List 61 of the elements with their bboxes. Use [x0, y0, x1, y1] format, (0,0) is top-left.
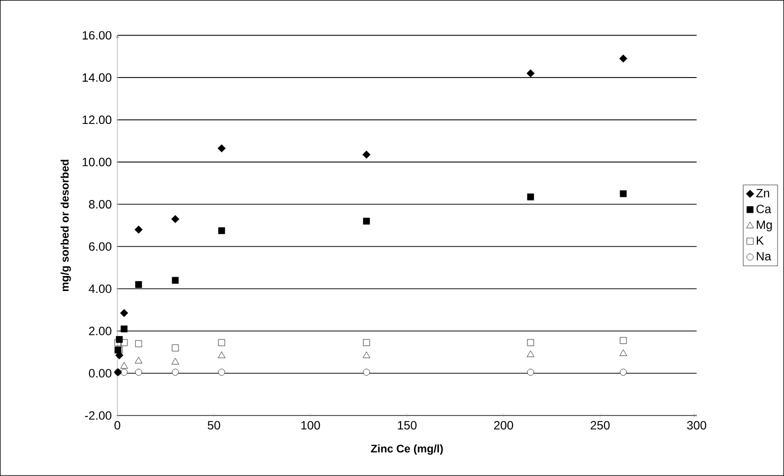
y-tick-label: 6.00 [89, 242, 112, 251]
point [363, 218, 370, 225]
point [120, 326, 128, 332]
point [218, 339, 226, 346]
point [134, 356, 142, 364]
y-axis-title: mg/g sorbed or desorbed [60, 160, 71, 292]
point [172, 344, 179, 352]
point [172, 368, 179, 376]
point [218, 227, 226, 234]
point [363, 339, 370, 346]
x-tick-label: 0 [114, 421, 120, 430]
y-tick-label: 8.00 [88, 200, 112, 209]
point [620, 350, 627, 356]
x-tick-label: 100 [301, 421, 320, 430]
point [527, 194, 534, 200]
point [218, 368, 226, 376]
y-tick-label: 16.00 [82, 31, 112, 40]
point [172, 276, 179, 284]
point [620, 190, 627, 198]
point [218, 144, 226, 152]
y-tick-label: 12.00 [82, 116, 112, 124]
point [527, 339, 534, 346]
point [527, 368, 534, 376]
y-tick-label: 2.00 [89, 326, 112, 336]
legend-label: Mg [756, 220, 772, 232]
x-tick-label: 150 [398, 421, 417, 430]
point [362, 150, 371, 159]
point [620, 368, 627, 376]
point [116, 336, 123, 343]
x-tick-label: 200 [494, 421, 514, 430]
point [362, 352, 370, 358]
point [120, 368, 128, 376]
point [120, 362, 128, 369]
y-tick-label: 4.00 [88, 284, 112, 294]
y-tick-label: 10.00 [82, 158, 112, 166]
point [363, 368, 370, 376]
point [172, 358, 180, 364]
y-tick-label: 14.00 [82, 73, 112, 82]
point [135, 368, 142, 376]
point [526, 69, 535, 78]
legend-label: Ca [756, 204, 772, 214]
point [135, 340, 142, 348]
point [120, 309, 128, 318]
x-tick-label: 50 [208, 421, 220, 430]
point [134, 226, 143, 234]
point [620, 337, 627, 344]
x-axis-title: Zinc Ce (mg/l) [370, 444, 443, 455]
y-tick-label: -2.00 [85, 411, 112, 420]
legend-label: Na [756, 252, 772, 261]
point [218, 352, 226, 358]
y-tick-label: 0.00 [88, 369, 112, 378]
point [526, 350, 534, 358]
legend-label: Zn [756, 189, 770, 198]
point [135, 281, 142, 288]
x-tick-label: 300 [687, 421, 706, 430]
point [619, 54, 628, 63]
point [120, 339, 128, 346]
legend-label: K [756, 236, 764, 245]
point [171, 215, 180, 224]
point [114, 339, 122, 346]
x-tick-label: 250 [590, 421, 610, 430]
